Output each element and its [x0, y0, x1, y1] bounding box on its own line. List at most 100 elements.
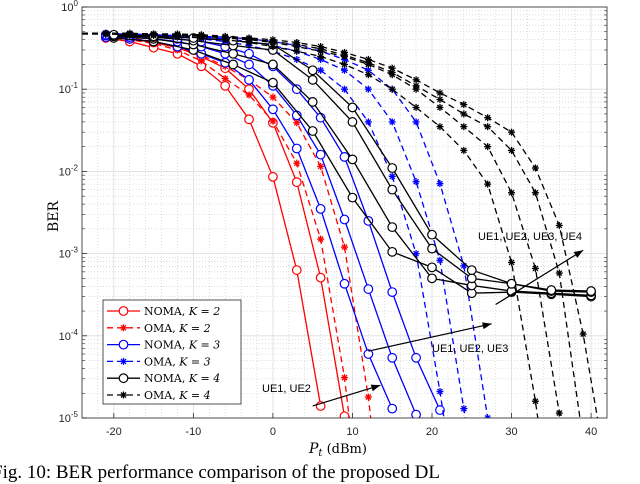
data-point [436, 95, 444, 103]
star-stroke [413, 178, 420, 185]
data-point [339, 152, 350, 162]
data-point [228, 48, 239, 59]
legend-item: NOMA, K = 3 [107, 339, 220, 352]
annotation-label: UE1, UE2 [262, 383, 311, 395]
star-stroke [293, 48, 300, 55]
y-tick-label: 10-4 [59, 328, 79, 343]
data-point [436, 89, 444, 97]
star-stroke [365, 394, 372, 400]
y-tick-label: 10-3 [59, 246, 79, 261]
legend-label: OMA, K = 3 [144, 355, 211, 368]
star-stroke [150, 30, 157, 37]
star-stroke [246, 35, 253, 41]
star-stroke [556, 270, 563, 277]
star-stroke [508, 129, 515, 136]
data-point [317, 235, 325, 243]
x-tick-label: 0 [270, 426, 276, 438]
star-stroke [484, 181, 491, 188]
star-stroke [222, 33, 229, 40]
legend-marker [120, 391, 127, 399]
data-point [484, 414, 492, 418]
annotation-label: UE1, UE2, UE3, UE4 [478, 231, 582, 243]
data-point [531, 189, 539, 197]
series-oma-k-4-ue4 [82, 29, 599, 418]
data-point [484, 123, 492, 131]
data-point [315, 272, 326, 283]
data-point [102, 29, 110, 37]
data-point [341, 66, 348, 74]
data-point [555, 221, 563, 229]
star-stroke [436, 90, 443, 96]
data-point [364, 118, 372, 126]
data-point [387, 352, 398, 363]
data-point [268, 77, 278, 88]
legend-marker [120, 357, 127, 365]
data-point [460, 110, 468, 118]
axis-ticks: -20 -10 0 10 20 30 40 100 10-1 10-2 10-3 10-4 10-5 [59, 0, 607, 438]
star-stroke [198, 31, 205, 38]
star-stroke [389, 118, 396, 125]
star-stroke [460, 405, 467, 412]
star-stroke [532, 398, 539, 405]
annotation-arrow [368, 323, 492, 352]
data-point [387, 163, 398, 173]
annotations: UE1, UE2 UE1, UE2, UE3 UE1, UE2, UE3, UE4 [262, 231, 584, 407]
legend-item: NOMA, K = 2 [107, 305, 220, 318]
legend-marker [118, 339, 129, 350]
star-stroke [365, 71, 372, 78]
data-point [387, 403, 398, 414]
star-stroke [102, 30, 109, 37]
star-stroke [413, 104, 420, 111]
data-point [220, 80, 231, 91]
star-stroke [222, 75, 229, 82]
star-stroke [341, 49, 348, 56]
star-stroke [341, 61, 348, 68]
data-point [436, 123, 444, 131]
data-point [268, 171, 278, 182]
data-point [339, 214, 350, 225]
legend-item: OMA, K = 2 [107, 322, 211, 335]
data-point [508, 128, 516, 136]
data-point [460, 123, 468, 131]
star-stroke [317, 67, 324, 74]
star-stroke [293, 119, 300, 126]
data-point [347, 102, 358, 113]
star-stroke [198, 58, 205, 65]
data-point [245, 34, 253, 42]
star-stroke [120, 392, 127, 398]
series-line [105, 37, 322, 407]
star-stroke [269, 36, 276, 43]
legend-marker [118, 306, 129, 316]
data-point [387, 184, 398, 195]
data-point [341, 85, 348, 93]
data-point [317, 66, 325, 74]
data-point [173, 30, 181, 38]
x-tick-label: 30 [505, 426, 517, 438]
y-tick-label: 10-5 [59, 410, 79, 425]
data-point [339, 278, 350, 289]
star-stroke [365, 67, 372, 74]
star-stroke [580, 331, 587, 338]
data-point [228, 59, 239, 70]
legend-item: OMA, K = 4 [107, 389, 211, 402]
data-point [268, 104, 278, 115]
legend-marker [120, 324, 127, 332]
x-tick-label: 10 [346, 426, 358, 438]
data-point [341, 374, 348, 382]
star-stroke [436, 257, 443, 264]
data-point [221, 32, 229, 40]
data-point [307, 126, 318, 136]
data-point [363, 349, 374, 359]
data-point [427, 262, 437, 273]
data-point [315, 149, 326, 160]
data-point [466, 273, 477, 284]
data-point [460, 405, 468, 413]
star-stroke [317, 236, 324, 243]
data-point [387, 222, 398, 233]
star-stroke [269, 94, 276, 101]
data-point [506, 278, 517, 289]
star-stroke [389, 86, 396, 93]
star-stroke [532, 165, 539, 171]
data-point [435, 405, 445, 415]
data-point [197, 57, 205, 65]
